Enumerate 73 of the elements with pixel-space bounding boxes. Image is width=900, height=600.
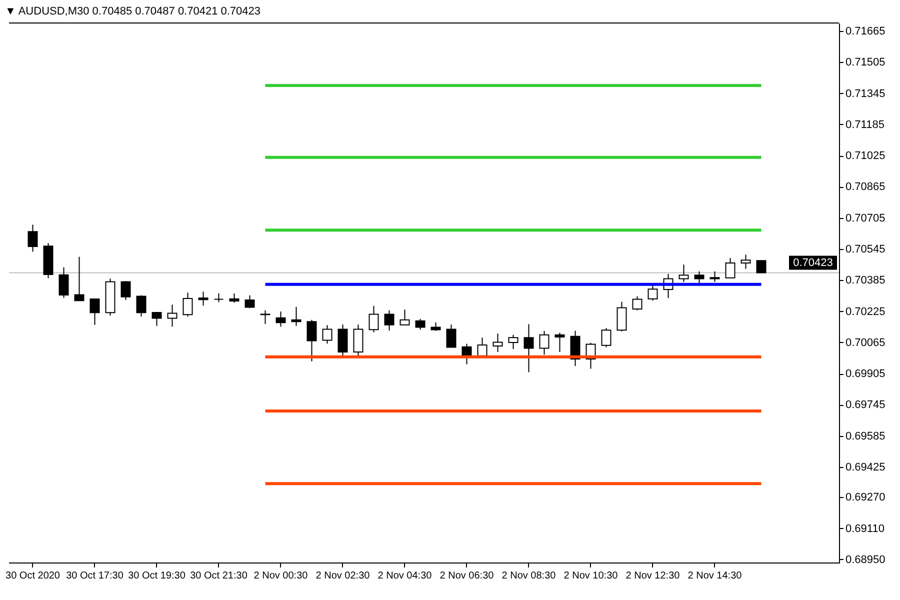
- x-tick-label: 2 Nov 12:30: [626, 570, 680, 582]
- y-tick-label: 0.69585: [846, 430, 886, 442]
- x-tick-label: 30 Oct 21:30: [190, 570, 248, 582]
- candlestick: [462, 343, 472, 365]
- candlestick: [120, 280, 131, 301]
- candlestick: [368, 305, 379, 333]
- candlestick: [276, 310, 286, 328]
- candlestick: [28, 224, 38, 252]
- candlestick: [353, 324, 364, 356]
- x-tick-label: 2 Nov 04:30: [378, 570, 432, 582]
- candlestick: [725, 257, 736, 278]
- candlestick: [616, 301, 627, 332]
- candlestick: [291, 306, 302, 326]
- candlestick: [58, 266, 69, 298]
- chart-title: ▼ AUDUSD,M30 0.70485 0.70487 0.70421 0.70423: [5, 6, 261, 18]
- x-tick-label: 2 Nov 06:30: [440, 570, 494, 582]
- y-tick-label: 0.69110: [846, 522, 884, 535]
- candlestick: [306, 319, 317, 362]
- y-tick-label: 0.71505: [846, 56, 886, 69]
- candlestick: [648, 284, 658, 302]
- y-tick-label: 0.69905: [846, 368, 886, 380]
- x-tick-label: 30 Oct 2020: [6, 570, 60, 582]
- y-tick-label: 0.69425: [846, 462, 886, 474]
- x-tick-label: 30 Oct 17:30: [66, 570, 124, 582]
- y-tick-label: 0.70385: [846, 274, 886, 287]
- candlestick: [229, 292, 240, 304]
- candlestick: [400, 309, 410, 326]
- candlestick: [260, 310, 270, 324]
- candlestick: [508, 334, 518, 350]
- y-tick-label: 0.70545: [846, 244, 886, 256]
- y-tick-label: 0.69745: [846, 399, 886, 412]
- x-tick-label: 2 Nov 02:30: [316, 570, 370, 582]
- x-tick-label: 2 Nov 00:30: [254, 570, 308, 582]
- candlestick: [322, 324, 332, 344]
- candlestick: [384, 310, 394, 332]
- candlestick: [90, 298, 100, 326]
- x-tick-label: 2 Nov 08:30: [502, 570, 556, 582]
- y-tick-label: 0.68950: [846, 554, 886, 566]
- y-tick-label: 0.70865: [846, 181, 886, 194]
- x-tick-label: 2 Nov 10:30: [564, 570, 618, 582]
- candlestick: [694, 270, 704, 284]
- candlestick: [446, 324, 456, 348]
- candlestick: [756, 260, 766, 274]
- candlestick: [74, 256, 84, 302]
- y-tick-label: 0.69270: [846, 492, 886, 504]
- y-tick-label: 0.70065: [846, 336, 886, 349]
- candlestick: [338, 324, 348, 356]
- candlestick: [632, 296, 642, 311]
- candlestick: [539, 330, 550, 356]
- candlestick: [167, 304, 178, 328]
- y-tick-label: 0.71025: [846, 150, 886, 162]
- candlestick: [182, 292, 193, 318]
- y-tick-label: 0.71665: [846, 25, 886, 38]
- y-tick-label: 0.71185: [846, 118, 884, 131]
- candlestick: [601, 328, 612, 348]
- x-tick-label: 2 Nov 14:30: [688, 570, 742, 582]
- y-tick-label: 0.71345: [846, 88, 886, 100]
- ref-line-label: 0.70423: [793, 256, 833, 269]
- candlestick: [524, 324, 534, 373]
- y-tick-label: 0.70225: [846, 306, 886, 318]
- y-tick-label: 0.70705: [846, 212, 886, 224]
- candlestick: [710, 270, 720, 282]
- x-tick-label: 30 Oct 19:30: [128, 570, 186, 582]
- candlestick: [415, 318, 426, 330]
- candlestick: [740, 254, 751, 270]
- candlestick: [554, 332, 565, 352]
- candlestick: [678, 264, 689, 282]
- candlestick: [477, 337, 488, 356]
- candlestick: [136, 294, 146, 318]
- candlestick: [492, 332, 503, 352]
- candlestick: [152, 311, 162, 326]
- candlestick: [198, 291, 208, 306]
- candlestick: [244, 294, 255, 309]
